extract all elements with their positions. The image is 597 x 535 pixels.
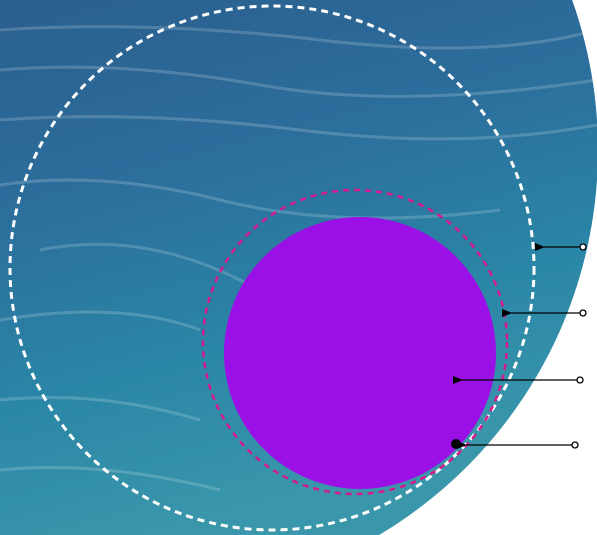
callout-anchor [579,243,587,251]
callout-anchor [576,376,584,384]
outer-dashed-circle [8,4,536,532]
pink-dashed-circle [201,188,509,496]
callout-anchor [571,441,579,449]
callout-anchor [579,309,587,317]
purple-circle [224,217,496,489]
point-marker [451,439,461,449]
callouts [453,243,587,449]
